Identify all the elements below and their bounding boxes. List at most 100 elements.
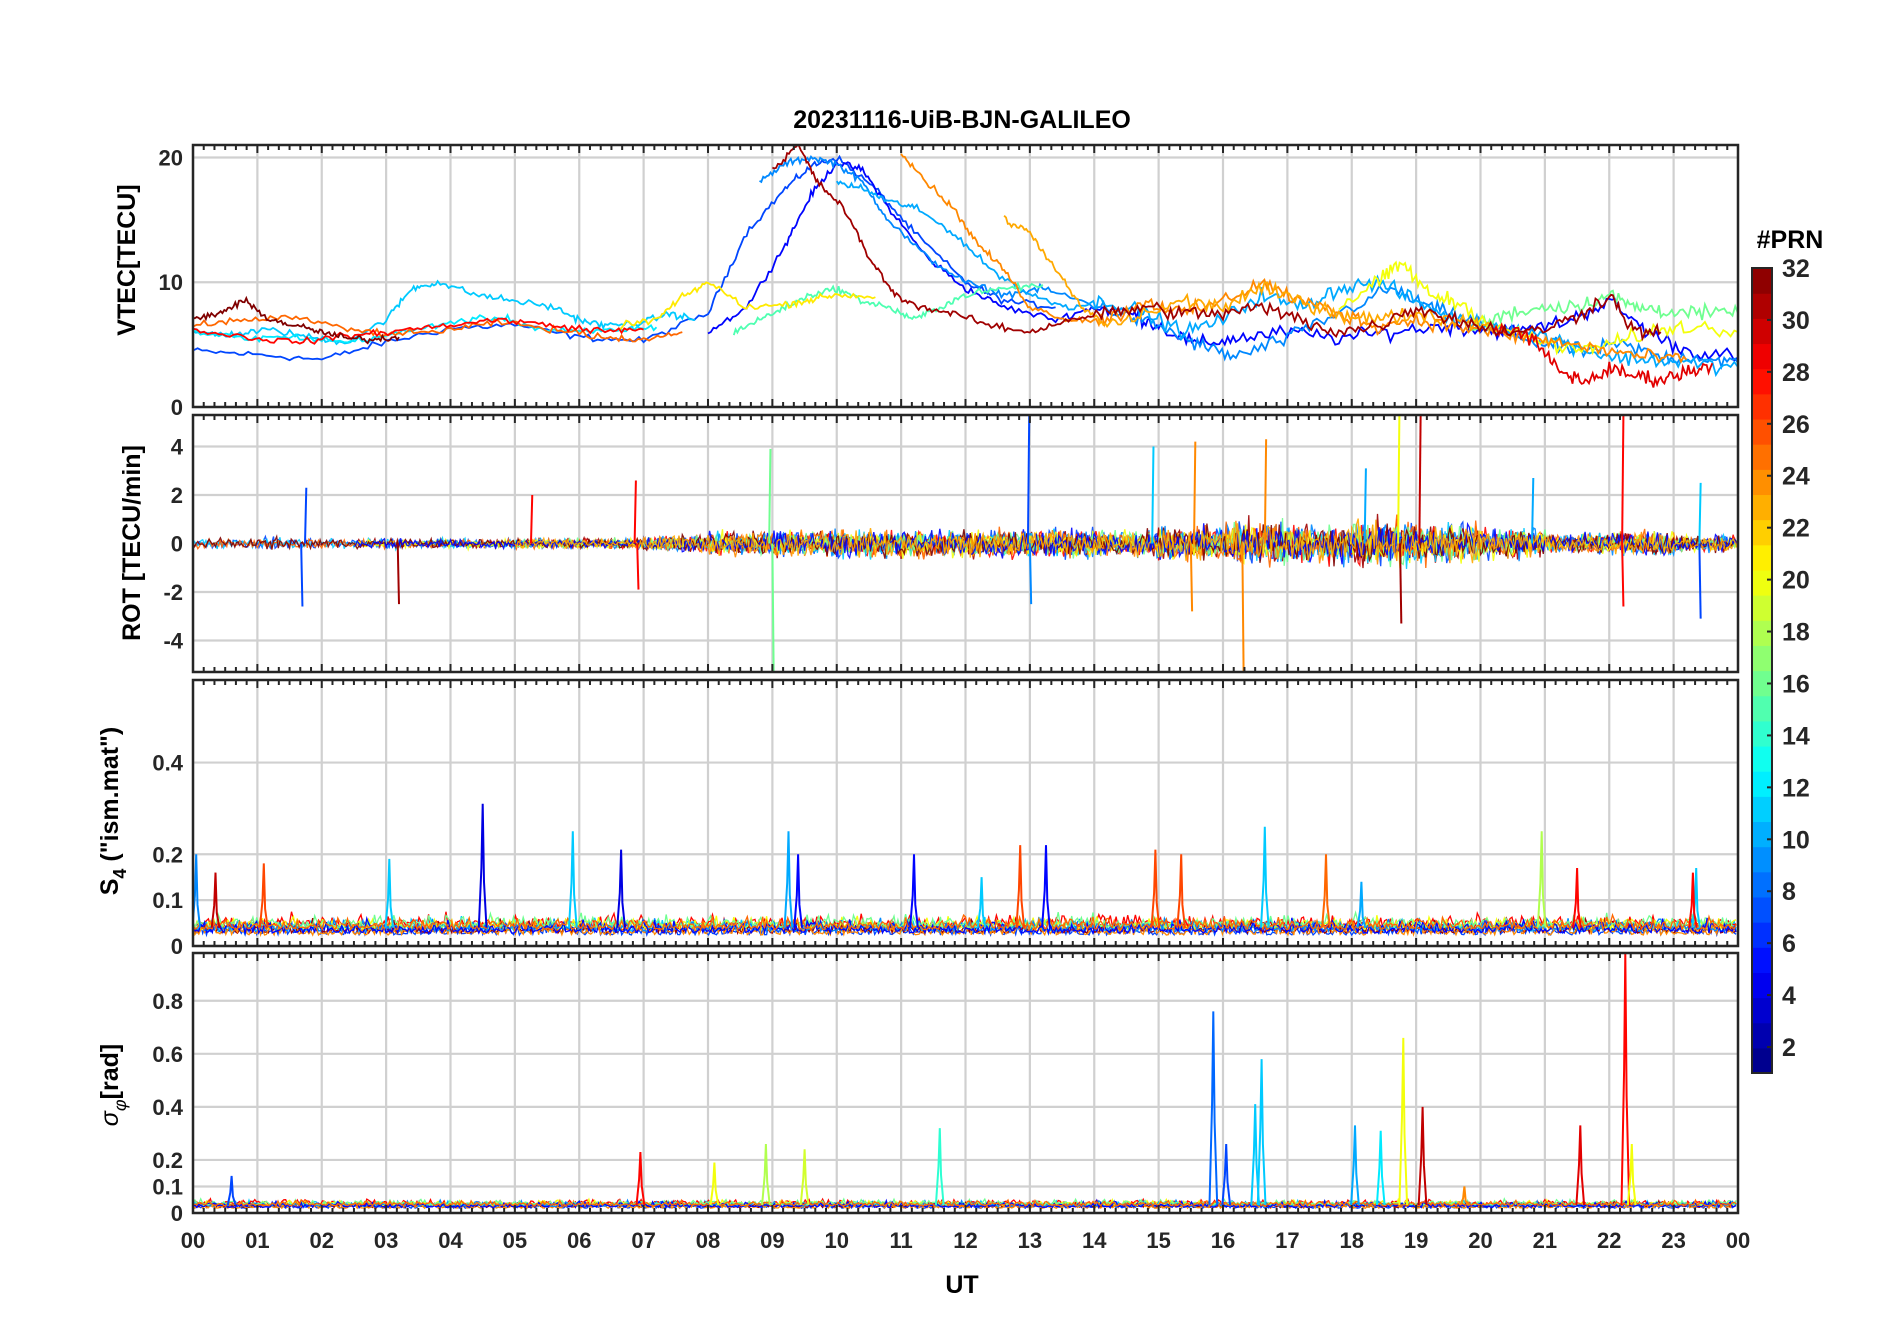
sigma-ylabel-main: σ bbox=[96, 1110, 124, 1126]
colorbar-tick-label: 24 bbox=[1782, 463, 1810, 491]
rot-spike bbox=[1698, 482, 1702, 544]
colorbar-segment bbox=[1752, 620, 1772, 646]
rot-spike bbox=[768, 448, 772, 544]
vtec-line-prn-20 bbox=[1338, 260, 1738, 356]
rot-spike bbox=[396, 543, 400, 605]
vtec-panel: 0 10 20 bbox=[159, 143, 1740, 420]
sigma_phi-spike bbox=[226, 1175, 237, 1206]
chart-title: 20231116-UiB-BJN-GALILEO bbox=[793, 106, 1131, 134]
xtick-label: 00 bbox=[1726, 1228, 1750, 1253]
vtec-line-prn-29 bbox=[1492, 322, 1714, 388]
s4-spike bbox=[616, 849, 626, 928]
xtick-label: 05 bbox=[503, 1228, 527, 1253]
s4-spike bbox=[1150, 849, 1161, 928]
colorbar-segment bbox=[1752, 293, 1772, 319]
xtick-label: 12 bbox=[953, 1228, 977, 1253]
rot-spike bbox=[636, 543, 640, 590]
xtick-label: 18 bbox=[1340, 1228, 1364, 1253]
sigma-ylabel-rest: [rad] bbox=[96, 1044, 124, 1100]
rot-axes-box bbox=[191, 413, 1740, 674]
colorbar-segment bbox=[1752, 469, 1772, 496]
colorbar-segment bbox=[1752, 670, 1772, 697]
vtec-line-prn-31 bbox=[772, 145, 1662, 342]
rot-spike bbox=[1698, 543, 1702, 619]
colorbar-segment bbox=[1752, 318, 1772, 345]
colorbar-title: #PRN bbox=[1757, 226, 1824, 254]
rot-spike bbox=[1531, 478, 1535, 544]
ytick-label: 0.4 bbox=[152, 1095, 183, 1120]
s4-ylabel: S4 ("ism.mat") bbox=[96, 727, 130, 896]
s4-axes-box bbox=[191, 678, 1740, 948]
colorbar-segment bbox=[1752, 268, 1772, 294]
rot-series bbox=[193, 415, 1738, 672]
sigma_phi-spike bbox=[1626, 1143, 1637, 1206]
colorbar-segment bbox=[1752, 896, 1772, 923]
xtick-label: 20 bbox=[1468, 1228, 1492, 1253]
s4-series bbox=[193, 803, 1737, 938]
sigma_phi-spike bbox=[1459, 1186, 1470, 1206]
ytick-label: 0.2 bbox=[152, 1148, 183, 1173]
xtick-label: 23 bbox=[1661, 1228, 1685, 1253]
sigma_phi-spike bbox=[709, 1162, 720, 1206]
xtick-label: 09 bbox=[760, 1228, 784, 1253]
rot-panel: -4 -2 0 2 4 bbox=[163, 413, 1740, 674]
ytick-label: 0.4 bbox=[152, 751, 183, 776]
s4-spike bbox=[1321, 854, 1331, 928]
colorbar-segment bbox=[1752, 519, 1772, 546]
colorbar-segment bbox=[1752, 947, 1772, 973]
vtec-axes-box bbox=[191, 143, 1740, 409]
rot-spike bbox=[1193, 441, 1197, 544]
s4-spike bbox=[477, 803, 488, 928]
rot-spike bbox=[1621, 415, 1625, 544]
colorbar-tick-label: 22 bbox=[1782, 515, 1810, 543]
xtick-label: 02 bbox=[310, 1228, 334, 1253]
vtec-line-prn-21 bbox=[617, 281, 876, 331]
rot-spike bbox=[1621, 543, 1625, 607]
vtec-line-prn-5 bbox=[707, 161, 1738, 363]
xtick-label: 17 bbox=[1275, 1228, 1299, 1253]
sigma_phi-spike bbox=[799, 1149, 810, 1206]
vtec-line-prn-32 bbox=[193, 295, 400, 345]
x-axis-label: UT bbox=[945, 1271, 978, 1299]
s4-spike bbox=[1260, 826, 1270, 928]
xtick-label: 11 bbox=[889, 1228, 912, 1253]
xtick-label: 00 bbox=[181, 1228, 205, 1253]
sigma_phi-spike bbox=[1398, 1037, 1409, 1206]
colorbar-segment bbox=[1752, 922, 1772, 948]
s4-spike bbox=[1176, 854, 1186, 928]
s4-spike bbox=[909, 854, 919, 928]
sigma_phi-line-prn-16 bbox=[193, 1197, 1737, 1207]
ytick-label: 4 bbox=[171, 435, 184, 460]
colorbar-tick-label: 4 bbox=[1782, 982, 1796, 1010]
colorbar-segment bbox=[1752, 997, 1772, 1024]
rot-spike bbox=[633, 480, 637, 544]
s4-spike bbox=[783, 831, 794, 928]
colorbar-box bbox=[1751, 267, 1773, 1074]
s4-spike bbox=[568, 831, 578, 928]
xtick-label: 16 bbox=[1211, 1228, 1235, 1253]
s4-spike bbox=[1572, 867, 1582, 928]
colorbar-segment bbox=[1752, 569, 1772, 596]
rot-spike bbox=[1397, 415, 1401, 544]
rot-spike bbox=[1189, 543, 1194, 612]
xtick-label: 15 bbox=[1146, 1228, 1170, 1253]
s4-spike bbox=[258, 863, 269, 928]
colorbar-tick-label: 2 bbox=[1782, 1034, 1796, 1062]
ytick-label: 2 bbox=[171, 483, 183, 508]
rot-spike bbox=[1026, 415, 1031, 544]
vtec-line-prn-10 bbox=[836, 180, 1738, 378]
vtec-line-prn-24 bbox=[900, 153, 1688, 364]
ytick-label: 0.1 bbox=[152, 1174, 183, 1199]
colorbar-segment bbox=[1752, 368, 1772, 395]
ytick-label: 0.8 bbox=[152, 989, 183, 1014]
sigma_phi-spike bbox=[761, 1143, 771, 1206]
rot-spike bbox=[1151, 446, 1155, 544]
colorbar-tick-label: 28 bbox=[1782, 359, 1810, 387]
vtec-line-prn-7 bbox=[193, 154, 1056, 362]
rot-spike bbox=[1363, 468, 1367, 544]
vtec-line-prn-25 bbox=[193, 314, 683, 343]
colorbar-tick-label: 16 bbox=[1782, 670, 1810, 698]
xtick-label: 14 bbox=[1082, 1228, 1107, 1253]
